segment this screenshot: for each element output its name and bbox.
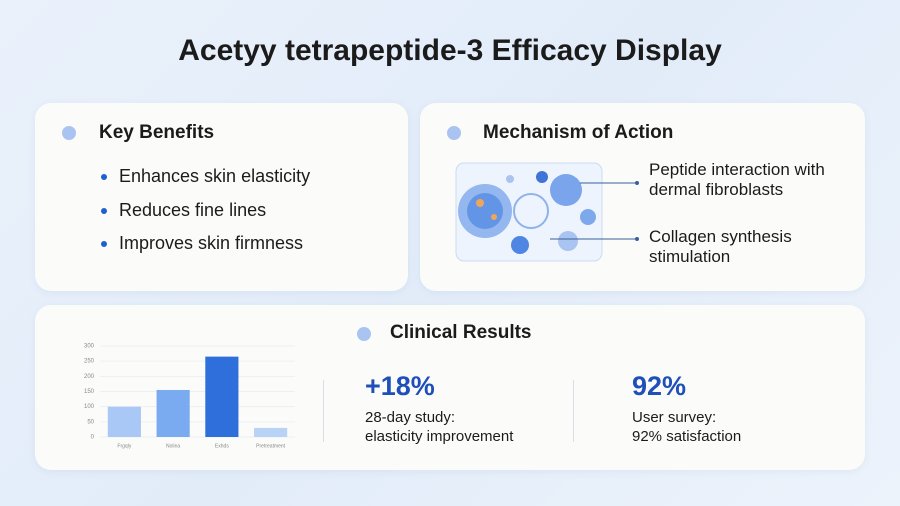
clinical-card: Clinical Results 0 50 100 150 200 250 300 Frgql… — [35, 305, 865, 470]
y-tick-label: 300 — [84, 344, 95, 350]
bar — [107, 406, 141, 437]
card-title: Clinical Results — [390, 322, 532, 343]
stat-label: elasticity improvement — [365, 428, 514, 445]
stat-value: 92% — [632, 371, 687, 401]
bar — [156, 389, 190, 437]
divider — [573, 380, 574, 442]
mechanism-label: Collagen synthesis stimulation — [649, 227, 792, 266]
bar — [254, 427, 288, 437]
stat-value: +18% — [365, 371, 435, 401]
x-tick-label: Exhds — [215, 443, 229, 449]
x-tick-label: Nolina — [166, 443, 180, 449]
stat-label: 28-day study: — [365, 409, 456, 426]
y-tick-label: 100 — [84, 404, 95, 410]
y-tick-label: 200 — [84, 374, 95, 380]
card-title: Key Benefits — [99, 122, 215, 143]
stat-label: 92% satisfaction — [632, 428, 742, 445]
bullet-dot — [357, 327, 371, 341]
chart: 0 50 100 150 200 250 300 Frgqly Nolina Exhds Pretr… — [84, 344, 295, 449]
y-tick-label: 0 — [91, 435, 95, 441]
mechanism-card: Mechanism of Action Peptide interaction … — [420, 103, 865, 291]
mechanism-label: Peptide interaction with dermal fibrobla… — [649, 160, 825, 199]
stat-label: User survey: — [632, 409, 717, 426]
bullet-dot — [447, 126, 461, 140]
benefit: Enhances skin elasticity — [100, 166, 311, 186]
benefit: Improves skin firmness — [100, 233, 304, 253]
x-tick-label: Pretreatment — [256, 443, 286, 449]
x-tick-label: Frgqly — [117, 443, 131, 449]
bullet-dot — [62, 126, 76, 140]
benefit: Reduces fine lines — [100, 200, 267, 220]
benefits-card: Key Benefits Enhances skin elasticity Re… — [35, 103, 408, 291]
title: Acetyy tetrapeptide-3 Efficacy Display — [178, 34, 722, 67]
divider — [323, 380, 324, 442]
card-title: Mechanism of Action — [483, 122, 674, 143]
y-tick-label: 150 — [84, 389, 95, 395]
y-tick-label: 50 — [87, 419, 94, 425]
y-tick-label: 250 — [84, 359, 95, 365]
illustration — [455, 162, 639, 262]
bar — [205, 356, 239, 437]
